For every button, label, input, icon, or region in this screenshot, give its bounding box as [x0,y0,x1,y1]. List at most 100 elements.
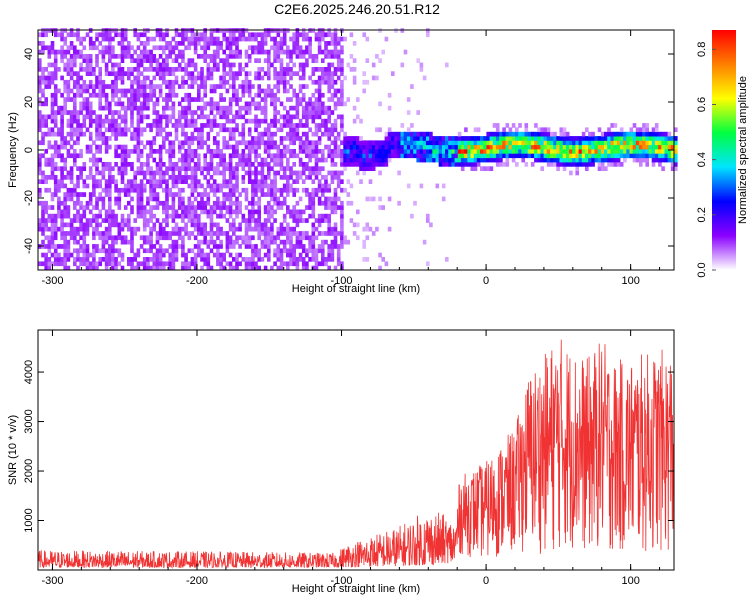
spectrogram-cell [53,226,58,232]
spectrogram-cell [305,252,309,258]
spectrogram-cell [149,239,153,245]
spectrogram-cell [63,200,67,206]
spectrogram-cell [311,205,316,210]
spectrogram-cell [416,144,420,150]
spectrogram-cell [158,149,163,154]
spectrogram-cell [588,140,592,146]
spectrogram-cell [127,45,131,51]
spectrogram-cell [270,205,274,210]
spectrogram-cell [57,257,61,262]
spectrogram-cell [270,136,274,141]
spectrogram-cell [495,123,500,128]
spectrogram-cell [241,136,246,141]
spectrogram-cell [241,162,246,167]
spectrogram-cell [464,140,468,146]
spectrogram-cell [247,105,252,111]
spectrogram-cell [305,175,309,180]
spectrogram-cell [136,183,141,189]
spectrogram-cell [149,92,153,98]
spectrogram-cell [114,248,118,254]
spectrogram-cell [289,149,293,154]
spectrogram-cell [314,175,319,180]
spectrogram-cell [340,123,344,128]
spectrogram-cell [321,110,325,115]
spectrogram-cell [400,153,405,159]
spectrogram-cell [117,110,122,115]
spectrogram-cell [346,200,351,206]
spectrogram-cell [340,205,344,210]
spectrogram-cell [295,36,300,42]
spectrogram-cell [228,97,233,102]
spectrogram-cell [158,67,163,72]
spectrogram-cell [327,257,331,262]
spectrogram-cell [111,92,115,98]
spectrogram-cell [321,248,325,254]
spectrogram-cell [130,105,134,111]
spectrogram-cell [251,101,255,107]
spectrogram-cell [181,261,185,267]
spectrogram-cell [146,36,150,42]
spectrogram-cell [314,153,319,159]
spectrogram-cell [410,213,414,219]
spectrogram-cell [181,265,185,271]
spectrogram-cell [251,235,255,241]
spectrogram-cell [92,92,96,98]
spectrogram-cell [187,140,192,146]
spectrogram-cell [247,261,252,267]
spectrogram-cell [219,239,223,245]
spectrogram-cell [66,67,71,72]
spectrogram-cell [654,149,659,154]
spectrogram-cell [104,97,109,102]
spectrogram-cell [286,265,290,271]
spectrogram-cell [263,97,268,102]
spectrogram-cell [193,226,198,232]
spectrogram-cell [575,157,579,163]
spectrogram-cell [136,205,141,210]
spectrogram-cell [206,192,211,197]
spectrogram-cell [158,222,163,228]
spectrogram-cell [664,157,669,163]
spectrogram-cell [136,140,141,146]
spectrogram-cell [530,144,535,150]
spectrogram-cell [480,157,484,163]
spectrogram-cell [575,140,579,146]
spectrogram-cell [139,170,144,176]
spectrogram-cell [187,45,192,51]
spectrogram-cell [273,84,277,89]
spectrogram-cell [216,131,220,137]
spectrogram-cell [330,248,335,254]
spectrogram-cell [158,36,163,42]
spectrogram-cell [85,244,90,249]
spectrogram-cell [101,175,106,180]
spectrogram-cell [384,157,389,163]
spectrogram-cell [98,92,102,98]
spectrogram-cell [158,235,163,241]
spectrogram-cell [321,75,325,81]
spectrogram-cell [117,166,122,171]
spectrogram-cell [336,205,341,210]
spectrogram-cell [181,226,185,232]
spectrogram-cell [158,244,163,249]
spectrogram-cell [127,162,131,167]
spectrogram-cell [340,222,344,228]
spectrogram-cell [565,140,570,146]
spectrogram-cell [298,149,303,154]
spectrogram-cell [95,92,99,98]
spectrogram-cell [324,239,328,245]
spectrogram-cell [515,153,519,159]
spectrogram-cell [276,205,281,210]
spectrogram-cell [136,92,141,98]
spectrogram-cell [146,166,150,171]
spectrogram-cell [645,162,649,167]
spectrogram-cell [298,75,303,81]
spectrogram-cell [305,136,309,141]
spectrogram-cell [95,213,99,219]
spectrogram-cell [177,200,182,206]
spectrogram-cell [117,235,122,241]
spectrogram-cell [193,196,198,202]
spectrogram-cell [340,153,344,159]
spectrogram-cell [85,183,90,189]
spectrogram-cell [232,75,236,81]
spectrogram-cell [117,192,122,197]
spectrogram-cell [406,110,411,115]
